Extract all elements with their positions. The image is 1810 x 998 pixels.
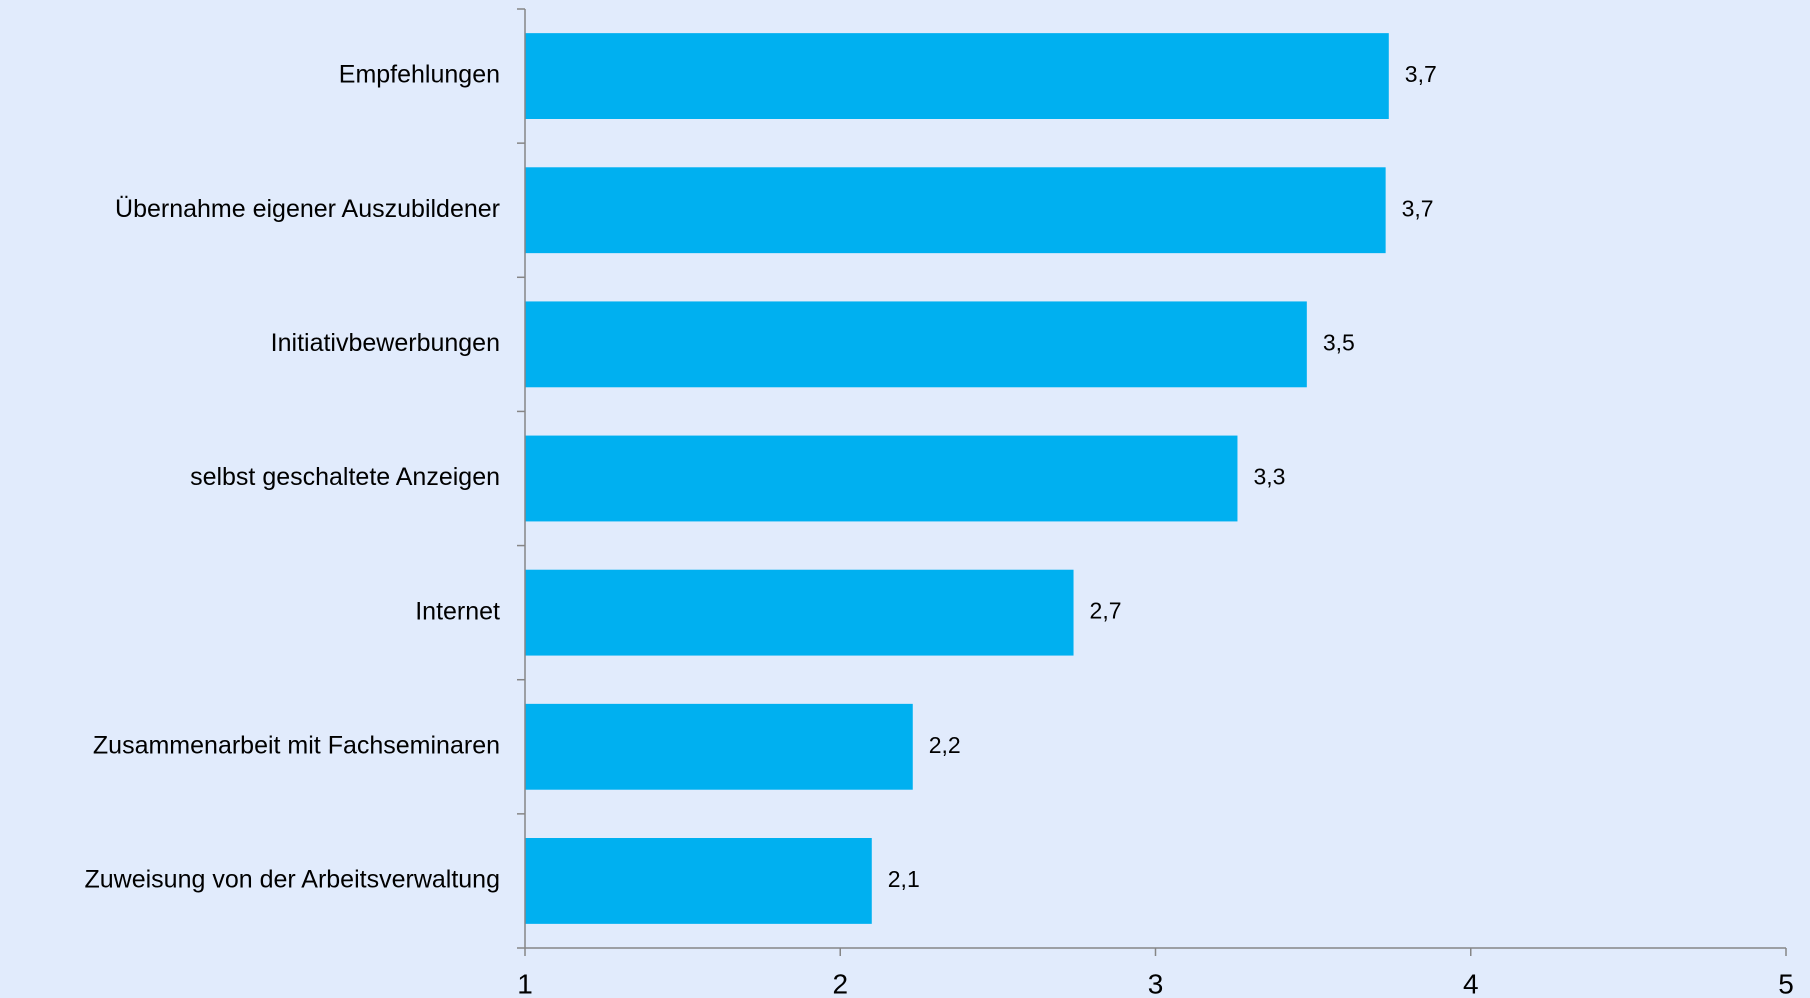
- bar: [525, 301, 1307, 388]
- x-tick-label: 5: [1778, 968, 1794, 998]
- value-label: 2,1: [888, 866, 920, 892]
- value-label: 3,5: [1323, 329, 1355, 355]
- bar: [525, 703, 913, 790]
- category-label: Internet: [415, 597, 500, 625]
- bar: [525, 569, 1074, 656]
- category-label: Übernahme eigener Auszubildener: [115, 195, 500, 223]
- bar: [525, 33, 1389, 119]
- x-tick-label: 4: [1463, 968, 1479, 998]
- bar: [525, 838, 872, 924]
- value-label: 3,7: [1402, 195, 1434, 221]
- category-label: selbst geschaltete Anzeigen: [190, 463, 500, 491]
- x-tick-label: 3: [1148, 968, 1164, 998]
- value-label: 3,7: [1405, 61, 1437, 87]
- value-label: 2,7: [1090, 598, 1122, 624]
- category-label: Empfehlungen: [339, 61, 500, 89]
- category-label: Zuweisung von der Arbeitsverwaltung: [84, 866, 500, 894]
- value-label: 3,3: [1253, 464, 1285, 490]
- bar: [525, 167, 1386, 254]
- category-label: Zusammenarbeit mit Fachseminaren: [93, 731, 500, 759]
- category-label: Initiativbewerbungen: [271, 329, 500, 357]
- value-label: 2,2: [929, 732, 961, 758]
- x-tick-label: 2: [832, 968, 848, 998]
- bar: [525, 435, 1238, 522]
- x-tick-label: 1: [517, 968, 533, 998]
